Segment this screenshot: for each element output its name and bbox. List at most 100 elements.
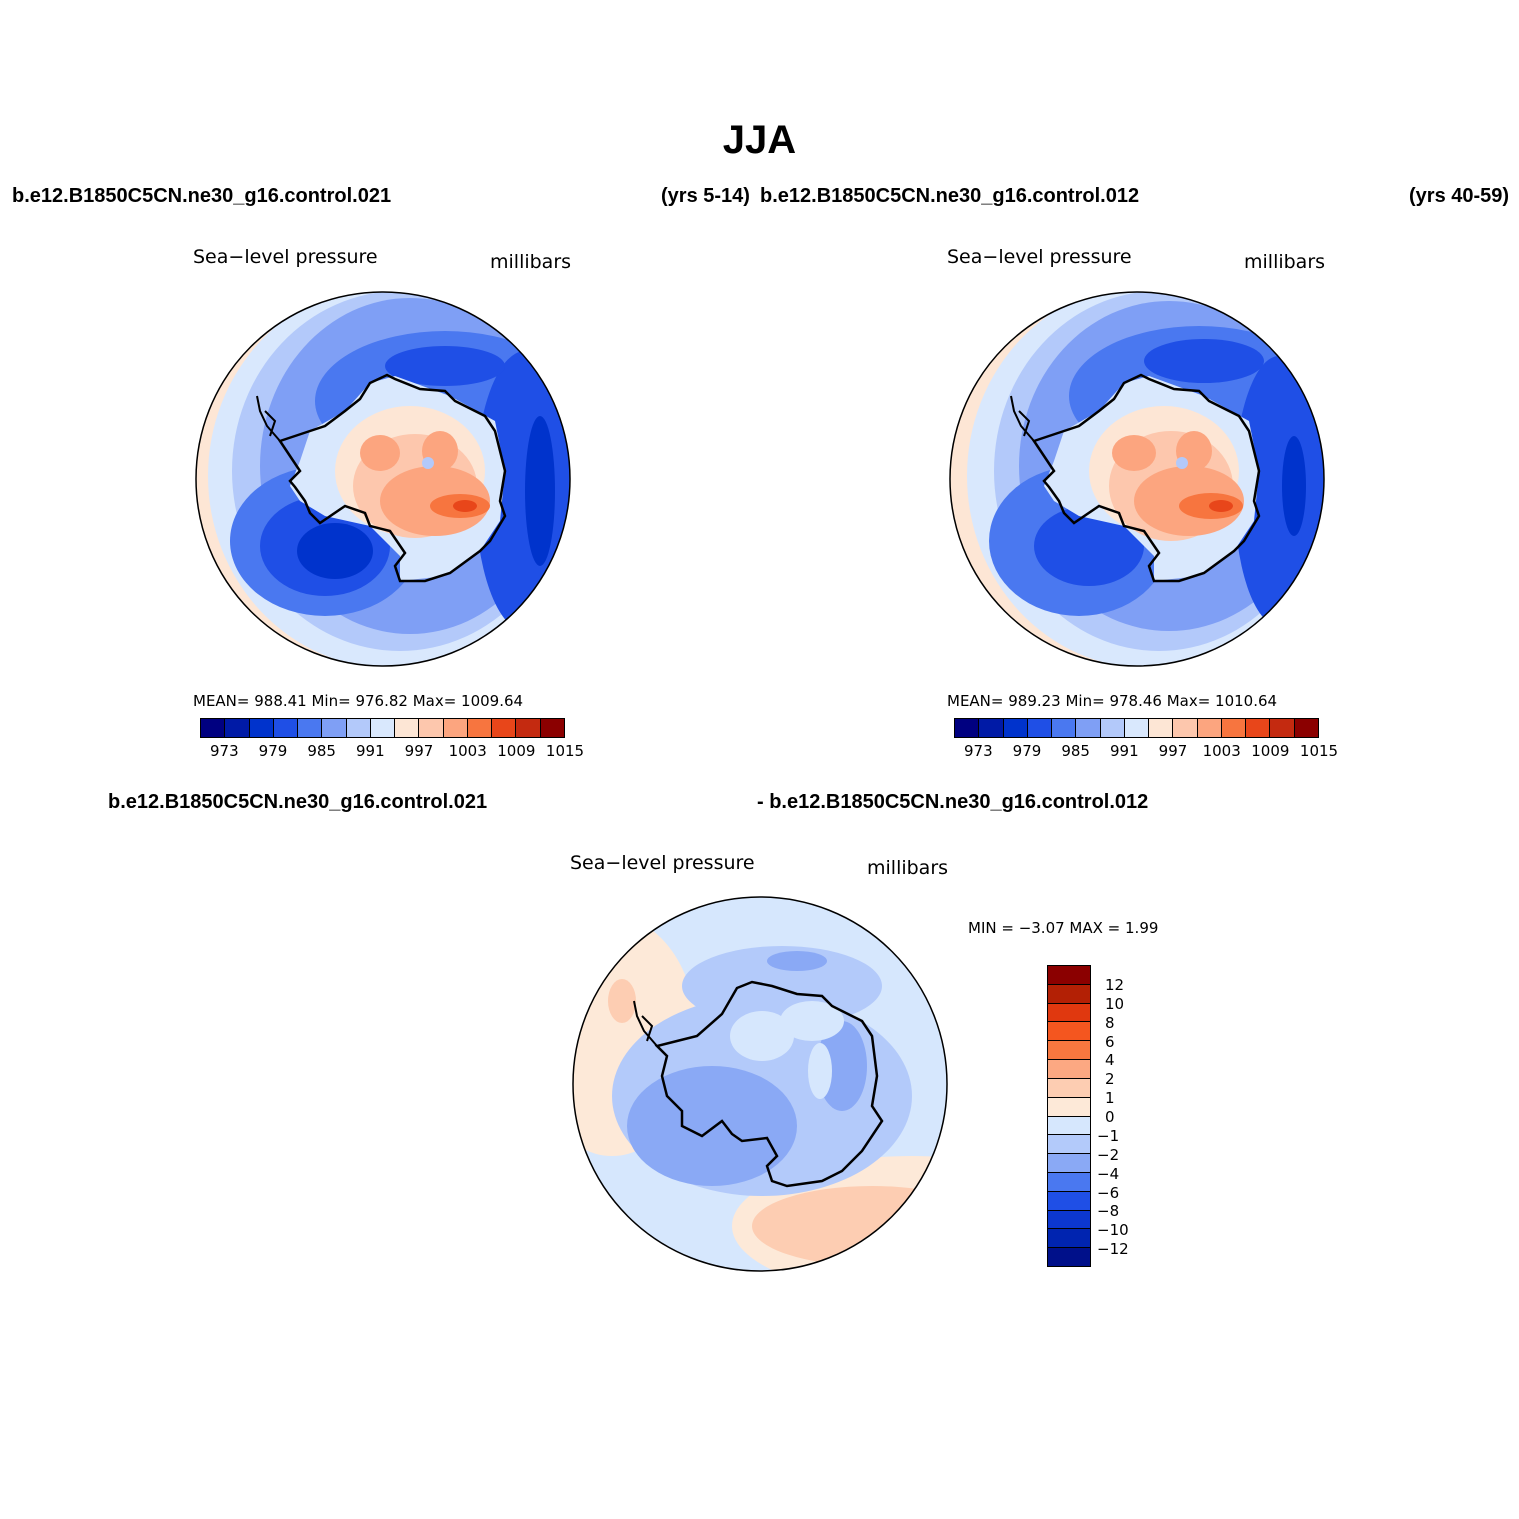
panel1-colorbar-box	[419, 719, 444, 737]
diff-colorbar-tick-label: −4	[1097, 1164, 1120, 1183]
panel2-colorbar	[954, 718, 1319, 738]
panel2-colorbar-tick-label: 997	[1158, 742, 1188, 760]
panel2-colorbar-box	[1294, 719, 1318, 737]
case2-years: (yrs 40-59)	[1409, 185, 1510, 207]
diff-case1-header: b.e12.B1850C5CN.ne30_g16.control.021	[108, 791, 488, 813]
diff-colorbar-box	[1048, 1210, 1090, 1230]
diff-colorbar-box	[1048, 1172, 1090, 1192]
diff-colorbar-box	[1048, 1229, 1090, 1249]
panel1-colorbar-tick-label: 1015	[545, 742, 585, 760]
diff-colorbar-box	[1048, 1003, 1090, 1023]
diff-colorbar-box	[1048, 1078, 1090, 1098]
panel2-variable-label: Sea−level pressure	[947, 246, 1132, 268]
panel1-colorbar-tick-label: 1003	[448, 742, 487, 760]
panel1-colorbar-box	[298, 719, 323, 737]
diff-variable-label: Sea−level pressure	[570, 852, 755, 874]
diff-colorbar-ticks: 12 10 8 6 4 2 1 0 −1 −2 −4 −6 −8 −10 −12	[1097, 965, 1157, 1267]
panel1-colorbar-box	[201, 719, 226, 737]
panel2-colorbar-tick-label: 979	[1012, 742, 1042, 760]
diff-colorbar-box	[1048, 1191, 1090, 1211]
panel2-colorbar-tick-label: 991	[1110, 742, 1139, 760]
panel1-colorbar	[200, 718, 565, 738]
diff-colorbar-tick-label: 0	[1105, 1108, 1115, 1126]
panel2-colorbar-box	[1027, 719, 1053, 737]
diff-colorbar-box	[1048, 1248, 1090, 1266]
case1-header: b.e12.B1850C5CN.ne30_g16.control.021	[12, 185, 392, 207]
panel2-colorbar-box	[1124, 719, 1150, 737]
panel2-colorbar-box	[1149, 719, 1174, 737]
panel2-colorbar-box	[1100, 719, 1125, 737]
panel2-colorbar-box	[1173, 719, 1198, 737]
panel1-variable-label: Sea−level pressure	[193, 246, 378, 268]
diff-colorbar-tick-label: −6	[1097, 1183, 1120, 1202]
panel1-colorbar-tick-label: 985	[307, 742, 336, 760]
case2-header: b.e12.B1850C5CN.ne30_g16.control.012	[760, 185, 1140, 207]
diff-colorbar-box	[1048, 966, 1090, 985]
case1-years: (yrs 5-14)	[661, 185, 750, 207]
panel2-colorbar-box	[955, 719, 980, 737]
panel1-colorbar-ticks: 973 979 985 991 997 1003 1009 1015	[200, 742, 584, 762]
diff-colorbar-box	[1048, 1041, 1090, 1061]
panel2-colorbar-box	[1221, 719, 1247, 737]
panel2-colorbar-tick-label: 1015	[1299, 742, 1339, 760]
diff-colorbar-tick-label: 2	[1105, 1070, 1115, 1089]
panel2-colorbar-tick-label: 973	[964, 742, 993, 760]
panel2-colorbar-box	[1197, 719, 1222, 737]
panel2-colorbar-box	[1246, 719, 1271, 737]
panel1-colorbar-box	[516, 719, 541, 737]
panel1-colorbar-box	[249, 719, 274, 737]
panel2-colorbar-box	[979, 719, 1004, 737]
diff-colorbar-box	[1048, 1116, 1090, 1136]
panel1-polar-map	[195, 291, 571, 667]
panel1-colorbar-box	[395, 719, 420, 737]
diff-colorbar-tick-label: 10	[1105, 994, 1125, 1013]
diff-colorbar-box	[1048, 984, 1090, 1004]
panel1-colorbar-box	[492, 719, 517, 737]
panel2-colorbar-ticks: 973 979 985 991 997 1003 1009 1015	[954, 742, 1338, 762]
panel1-colorbar-tick-label: 1009	[497, 742, 536, 760]
panel1-colorbar-box	[225, 719, 250, 737]
diff-colorbar-box	[1048, 1022, 1090, 1042]
diff-colorbar-box	[1048, 1060, 1090, 1079]
diff-stats: MIN = −3.07 MAX = 1.99	[968, 919, 1159, 937]
panel2-colorbar-tick-label: 1009	[1251, 742, 1290, 760]
panel2-stats: MEAN= 989.23 Min= 978.46 Max= 1010.64	[947, 692, 1278, 710]
panel2-colorbar-box	[1076, 719, 1101, 737]
diff-colorbar-box	[1048, 1097, 1090, 1117]
panel1-colorbar-tick-label: 979	[258, 742, 288, 760]
panel1-colorbar-box	[322, 719, 347, 737]
diff-colorbar-tick-label: −8	[1097, 1202, 1120, 1221]
panel1-stats: MEAN= 988.41 Min= 976.82 Max= 1009.64	[193, 692, 524, 710]
diff-colorbar-tick-label: 8	[1105, 1013, 1115, 1032]
panel2-colorbar-tick-label: 985	[1061, 742, 1090, 760]
diff-colorbar-tick-label: −12	[1097, 1240, 1129, 1259]
diff-colorbar-box	[1048, 1135, 1090, 1155]
panel1-colorbar-tick-label: 991	[356, 742, 385, 760]
diff-polar-map	[572, 896, 948, 1272]
panel1-colorbar-box	[273, 719, 299, 737]
diff-colorbar-tick-label: 12	[1105, 975, 1125, 994]
panel1-colorbar-tick-label: 973	[210, 742, 239, 760]
diff-colorbar-tick-label: −2	[1097, 1145, 1120, 1164]
panel1-colorbar-box	[540, 719, 564, 737]
diff-colorbar-tick-label: 4	[1105, 1051, 1115, 1070]
diff-colorbar	[1047, 965, 1091, 1267]
main-title: JJA	[722, 118, 797, 162]
panel1-colorbar-tick-label: 997	[404, 742, 434, 760]
panel1-colorbar-box	[346, 719, 371, 737]
panel1-colorbar-box	[443, 719, 468, 737]
diff-case2-header: - b.e12.B1850C5CN.ne30_g16.control.012	[757, 791, 1149, 813]
panel1-colorbar-box	[370, 719, 396, 737]
diff-units-label: millibars	[867, 857, 949, 879]
panel1-colorbar-box	[467, 719, 493, 737]
diff-colorbar-tick-label: −1	[1097, 1126, 1120, 1145]
diff-colorbar-tick-label: −10	[1097, 1221, 1129, 1240]
panel2-colorbar-box	[1052, 719, 1077, 737]
diff-colorbar-tick-label: 1	[1105, 1089, 1115, 1108]
panel2-colorbar-tick-label: 1003	[1202, 742, 1241, 760]
panel2-polar-map	[949, 291, 1325, 667]
panel2-colorbar-box	[1003, 719, 1028, 737]
panel1-units-label: millibars	[490, 251, 572, 273]
panel2-colorbar-box	[1270, 719, 1295, 737]
diff-colorbar-box	[1048, 1154, 1090, 1173]
